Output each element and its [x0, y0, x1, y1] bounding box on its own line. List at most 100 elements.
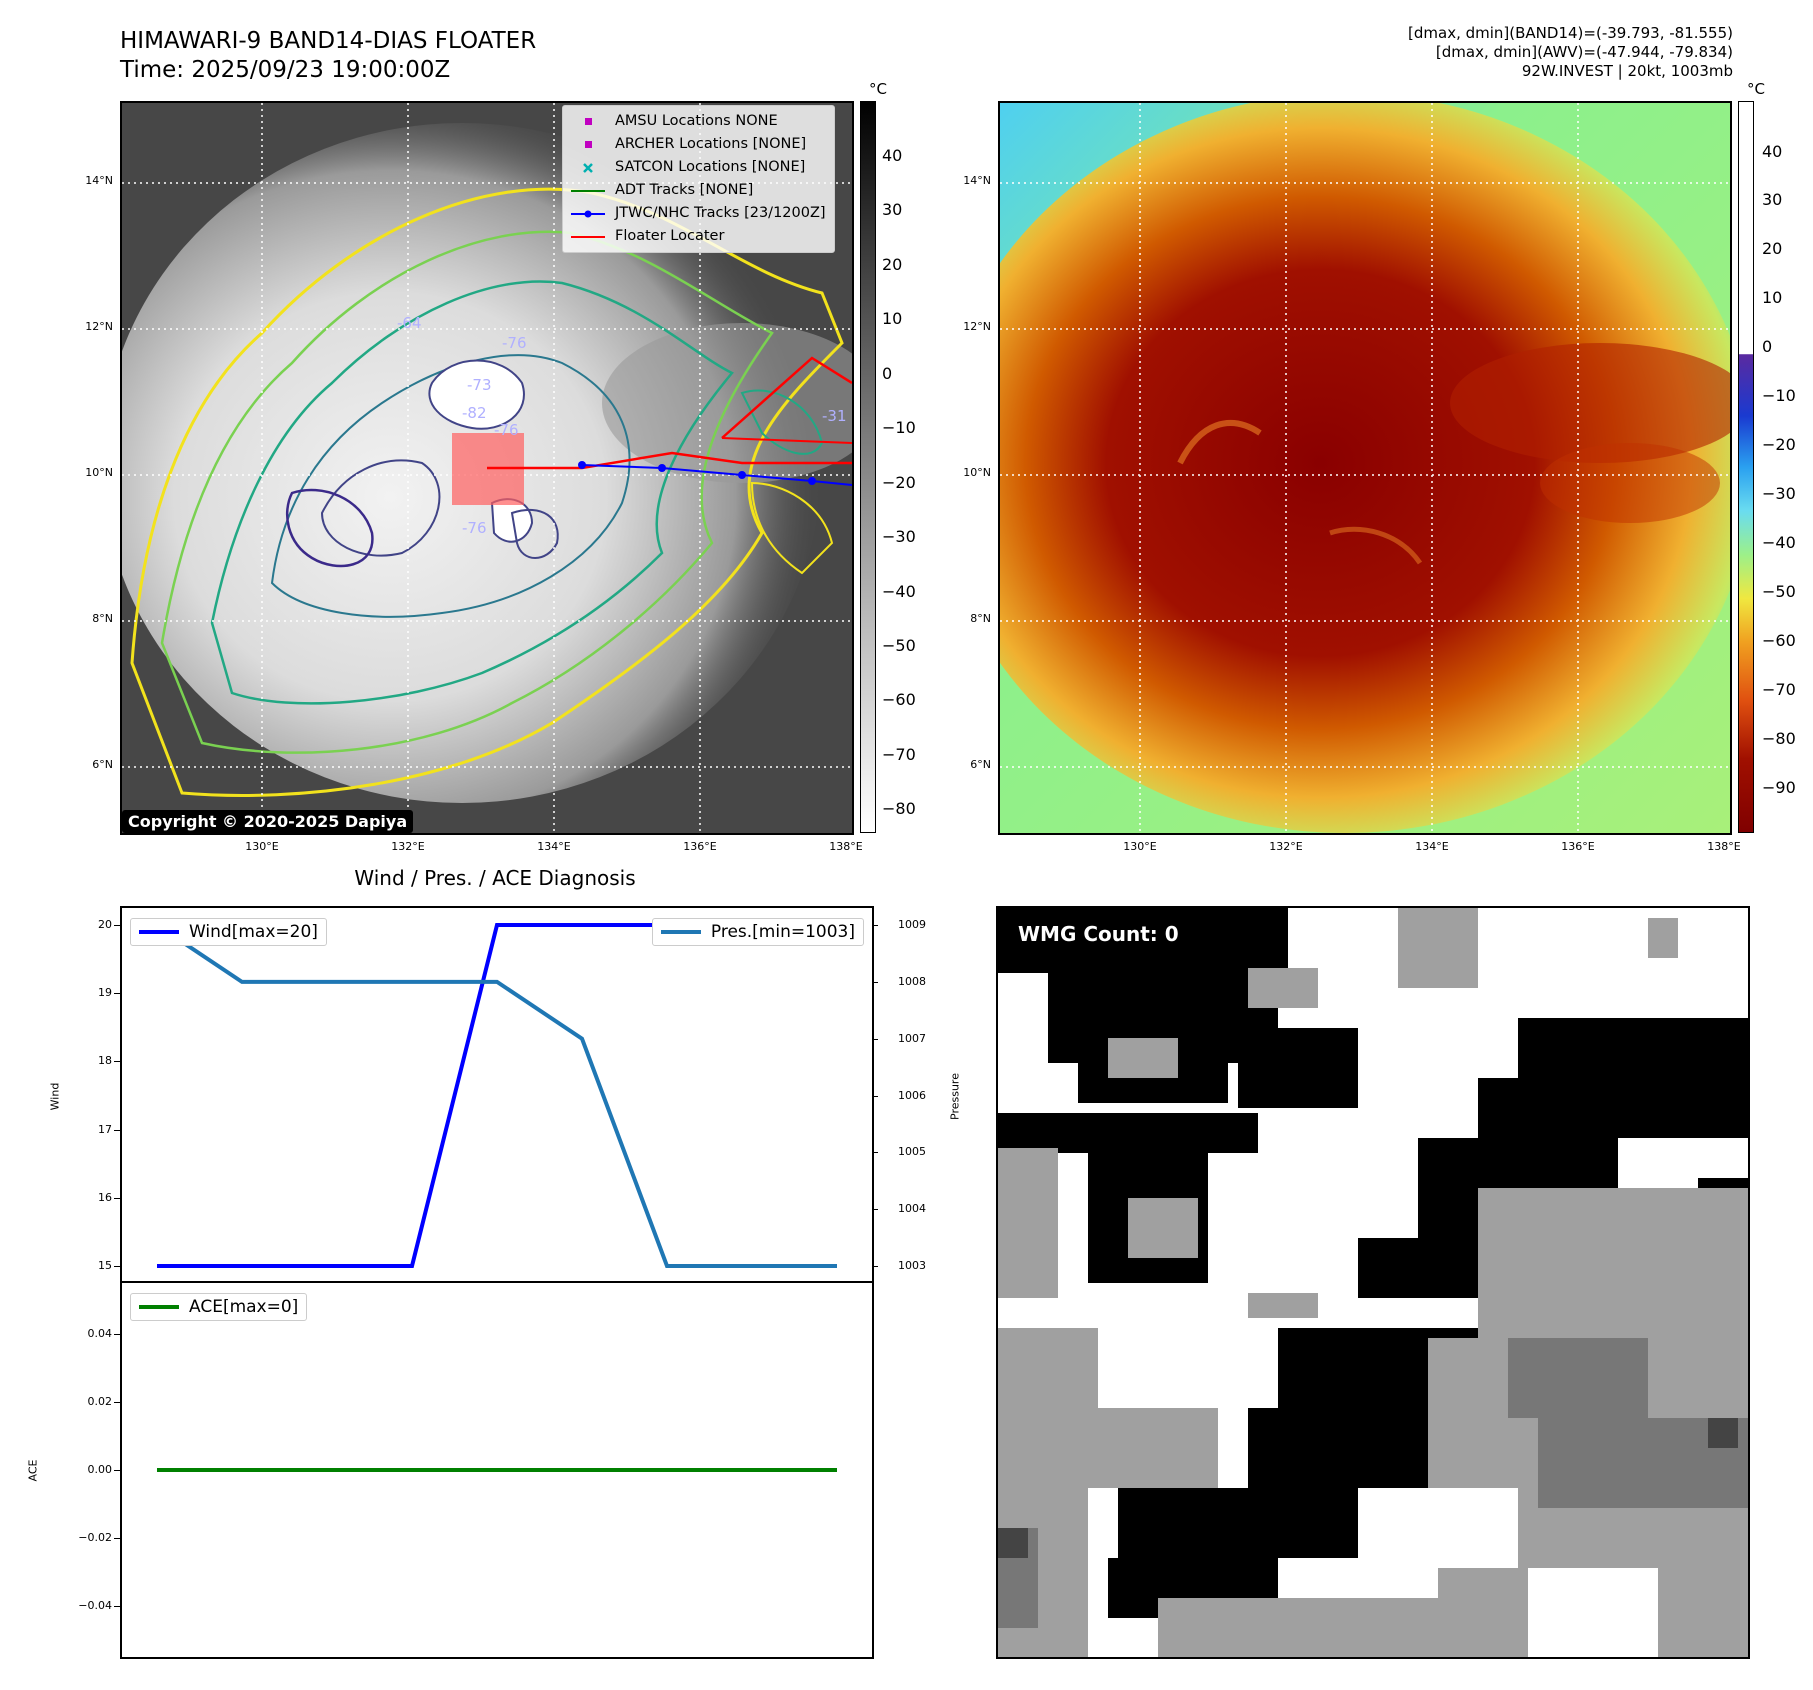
- cbar-tick: −60: [882, 690, 916, 709]
- copyright-badge: Copyright © 2020-2025 Dapiya: [122, 810, 414, 833]
- lat-tick: 12°N: [963, 320, 991, 333]
- axis-tick-mark: [114, 1197, 120, 1199]
- ace-legend-line-icon: [139, 1305, 179, 1309]
- cbar-tick: 40: [1762, 142, 1783, 161]
- cbar-tick: −90: [1762, 778, 1796, 797]
- legend-jtwc-label: JTWC/NHC Tracks [23/1200Z]: [615, 205, 826, 221]
- axis-tick-mark: [114, 1129, 120, 1131]
- satcon-marker-icon: [571, 162, 605, 173]
- cbar-tick: −40: [1762, 533, 1796, 552]
- lon-tick: 134°E: [537, 840, 571, 853]
- axis-tick-label: 1009: [898, 918, 926, 932]
- axis-tick-mark: [114, 1334, 120, 1335]
- lat-tick: 8°N: [970, 612, 991, 625]
- wmg-count-badge: WMG Count: 0: [1010, 918, 1187, 950]
- axis-tick-label: −0.02: [78, 1531, 112, 1544]
- storm-info: 92W.INVEST | 20kt, 1003mb: [1521, 62, 1733, 80]
- pressure-legend-label: Pres.[min=1003]: [710, 922, 855, 942]
- pressure-legend: Pres.[min=1003]: [651, 918, 864, 946]
- awv-color-map: [998, 101, 1732, 835]
- lon-tick: 136°E: [1561, 840, 1595, 853]
- contour-label: -73: [467, 376, 492, 394]
- lon-tick: 132°E: [391, 840, 425, 853]
- axis-tick-mark: [114, 1538, 120, 1539]
- legend-amsu-label: AMSU Locations NONE: [615, 113, 778, 129]
- cbar-tick: −20: [1762, 435, 1796, 454]
- axis-tick-label: −0.04: [78, 1599, 112, 1612]
- lat-tick: 14°N: [85, 174, 113, 187]
- legend-archer-label: ARCHER Locations [NONE]: [615, 136, 807, 152]
- axis-tick-label: 1003: [898, 1258, 926, 1272]
- contour-label: -76: [502, 334, 527, 352]
- amsu-marker-icon: [584, 118, 592, 125]
- contour-label: -31: [822, 407, 847, 425]
- axis-tick-label: 0.04: [87, 1327, 113, 1340]
- cbar-tick: −80: [882, 799, 916, 818]
- cbar-tick: −70: [1762, 680, 1796, 699]
- adt-line-icon: [571, 188, 605, 194]
- pressure-legend-line-icon: [660, 930, 701, 934]
- awv-imagery: [1000, 103, 1730, 833]
- ace-legend: ACE[max=0]: [130, 1293, 308, 1321]
- axis-tick-label: 20: [98, 918, 112, 932]
- legend-amsu: AMSU Locations NONE: [571, 110, 826, 133]
- wind-legend-line-icon: [139, 930, 179, 934]
- left-colorbar: [860, 101, 876, 833]
- axis-tick-mark: [872, 925, 878, 927]
- lat-tick: 12°N: [85, 320, 113, 333]
- ace-axis-label: ACE: [26, 1459, 40, 1482]
- jtwc-line-icon: [571, 210, 605, 218]
- cbar-tick: 0: [882, 364, 893, 383]
- axis-tick-label: 17: [98, 1122, 112, 1136]
- legend-floater-label: Floater Locater: [615, 228, 725, 244]
- lat-tick: 6°N: [970, 758, 991, 771]
- contour-label: -76: [462, 519, 487, 537]
- axis-tick-label: 1008: [898, 974, 926, 988]
- cbar-tick: −50: [1762, 582, 1796, 601]
- lat-tick: 10°N: [963, 466, 991, 479]
- axis-tick-mark: [114, 1402, 120, 1403]
- archer-marker-icon: [584, 141, 592, 148]
- right-colorbar-unit: °C: [1747, 80, 1765, 98]
- cbar-tick: −40: [882, 582, 916, 601]
- axis-tick-label: 16: [98, 1190, 112, 1204]
- wind-series-line: [157, 923, 837, 1268]
- wind-axis-label: Wind: [48, 1082, 62, 1111]
- axis-tick-mark: [872, 1038, 878, 1040]
- axis-tick-mark: [872, 1265, 878, 1267]
- cbar-tick: −10: [1762, 386, 1796, 405]
- ace-legend-label: ACE[max=0]: [189, 1297, 299, 1317]
- left-colorbar-unit: °C: [869, 80, 887, 98]
- legend-jtwc: JTWC/NHC Tracks [23/1200Z]: [571, 202, 826, 225]
- cbar-tick: −50: [882, 636, 916, 655]
- lat-tick: 10°N: [85, 466, 113, 479]
- cbar-tick: 10: [1762, 288, 1783, 307]
- cbar-tick: 20: [1762, 239, 1783, 258]
- lon-tick: 130°E: [245, 840, 279, 853]
- axis-tick-mark: [114, 1061, 120, 1063]
- pressure-axis-label: Pressure: [948, 1073, 962, 1120]
- lon-tick: 130°E: [1123, 840, 1157, 853]
- wind-legend-label: Wind[max=20]: [189, 922, 318, 942]
- cbar-tick: −80: [1762, 729, 1796, 748]
- legend-archer: ARCHER Locations [NONE]: [571, 133, 826, 156]
- axis-tick-mark: [114, 925, 120, 927]
- lon-tick: 134°E: [1415, 840, 1449, 853]
- contour-label: -82: [462, 404, 487, 422]
- lat-tick: 14°N: [963, 174, 991, 187]
- lon-tick: 138°E: [1707, 840, 1741, 853]
- lat-tick: 6°N: [92, 758, 113, 771]
- contour-label: -76: [494, 421, 519, 439]
- axis-tick-label: 19: [98, 986, 112, 1000]
- band14-range: [dmax, dmin](BAND14)=(-39.793, -81.555): [1408, 24, 1733, 42]
- legend-adt-label: ADT Tracks [NONE]: [615, 182, 754, 198]
- cbar-tick: −30: [882, 527, 916, 546]
- figure-time: Time: 2025/09/23 19:00:00Z: [120, 57, 451, 83]
- cbar-tick: 0: [1762, 337, 1773, 356]
- wind-legend: Wind[max=20]: [130, 918, 327, 946]
- lon-tick: 136°E: [683, 840, 717, 853]
- axis-tick-label: 1004: [898, 1202, 926, 1216]
- wmg-panel: WMG Count: 0: [996, 906, 1750, 1659]
- wind-pressure-svg: [155, 923, 838, 1268]
- wind-pressure-plot: Wind[max=20] Pres.[min=1003]: [120, 906, 874, 1285]
